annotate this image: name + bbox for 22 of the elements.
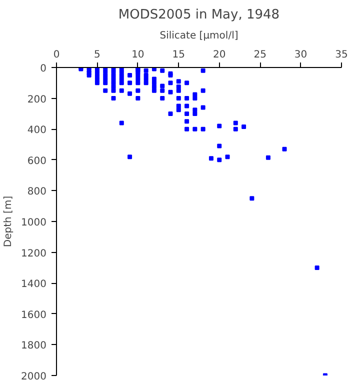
y-tick-label: 0 bbox=[40, 64, 47, 74]
y-tick-label: 200 bbox=[27, 94, 47, 106]
y-tick-label: 2000 bbox=[21, 372, 47, 382]
x-tick-label: 5 bbox=[94, 50, 100, 60]
y-tick-label: 1400 bbox=[21, 279, 47, 290]
y-tick-label: 1800 bbox=[21, 340, 47, 352]
x-tick-label: 0 bbox=[53, 50, 60, 60]
y-tick-label: 600 bbox=[27, 156, 47, 167]
chart-title: MODS2005 in May, 1948 bbox=[118, 8, 280, 22]
y-tick-label: 1200 bbox=[21, 248, 47, 260]
x-tick-label: 25 bbox=[254, 50, 266, 60]
y-tick-label: 1000 bbox=[21, 218, 47, 228]
y-axis-title: Depth [m] bbox=[3, 196, 14, 248]
y-tick-label: 400 bbox=[27, 125, 47, 136]
x-tick-label: 35 bbox=[335, 50, 348, 60]
x-axis-title: Silicate [µmol/l] bbox=[160, 30, 238, 42]
x-tick-label: 10 bbox=[132, 50, 144, 60]
x-tick-label: 30 bbox=[294, 50, 308, 60]
y-tick-label: 800 bbox=[27, 186, 47, 198]
x-tick-label: 20 bbox=[212, 50, 226, 60]
x-tick-label: 15 bbox=[172, 50, 186, 60]
y-tick-label: 1600 bbox=[21, 310, 47, 321]
